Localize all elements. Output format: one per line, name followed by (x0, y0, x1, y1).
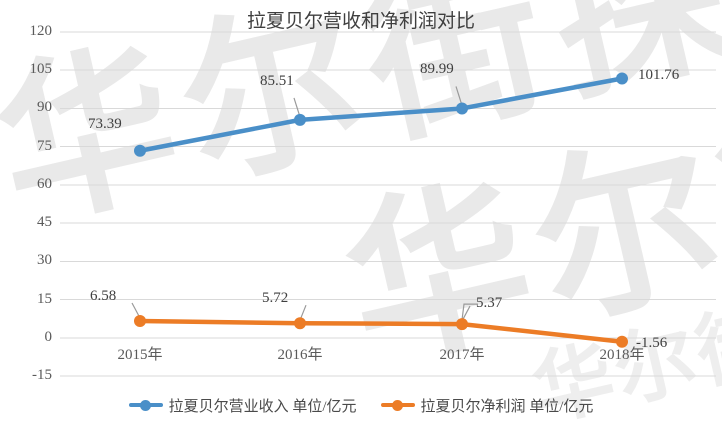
data-label-leader-line (461, 303, 478, 321)
legend-label: 拉夏贝尔净利润 单位/亿元 (420, 398, 594, 415)
legend-marker-icon (380, 398, 415, 412)
data-point-marker[interactable] (456, 318, 468, 331)
data-point-marker[interactable] (456, 102, 468, 115)
data-label-leader-line (455, 86, 463, 106)
series-markers (134, 72, 628, 348)
legend-label: 拉夏贝尔营业收入 单位/亿元 (168, 398, 357, 415)
legend-marker-icon (128, 398, 163, 412)
series-line-net-profit (137, 318, 625, 345)
data-point-marker[interactable] (134, 144, 146, 157)
data-point-marker[interactable] (294, 317, 306, 330)
series-lines (137, 76, 625, 345)
data-point-marker[interactable] (616, 335, 628, 348)
chart-legend: 拉夏贝尔营业收入 单位/亿元 拉夏贝尔净利润 单位/亿元 (0, 390, 722, 420)
data-point-marker[interactable] (616, 72, 628, 85)
legend-item-revenue[interactable]: 拉夏贝尔营业收入 单位/亿元 (128, 395, 357, 416)
data-point-marker[interactable] (134, 315, 146, 328)
series-line-revenue (137, 76, 625, 154)
legend-item-net-profit[interactable]: 拉夏贝尔净利润 单位/亿元 (380, 395, 594, 416)
data-label-leader-line (293, 97, 301, 118)
data-point-marker[interactable] (294, 113, 306, 126)
